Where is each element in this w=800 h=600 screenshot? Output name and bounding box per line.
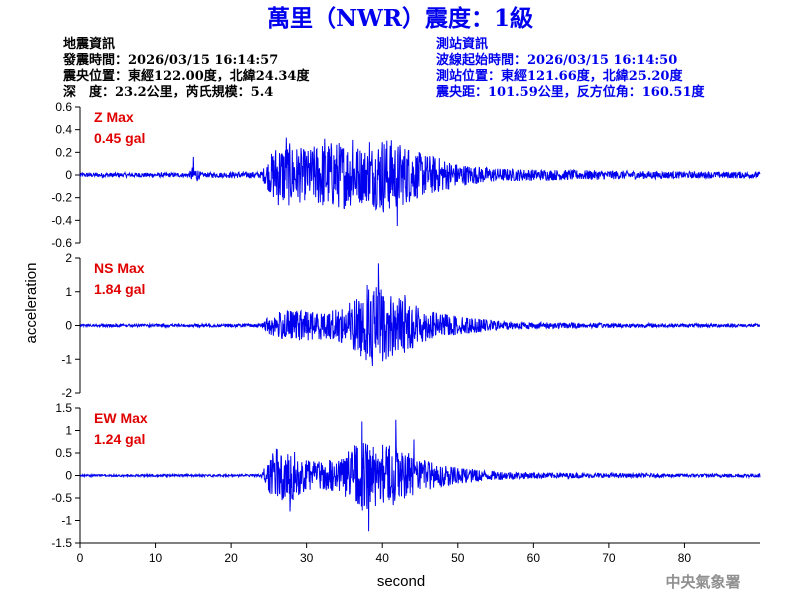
panel-max-value: 1.24 gal: [94, 431, 145, 447]
credit-watermark: 中央氣象署: [665, 573, 740, 591]
y-tick-label: -0.5: [51, 491, 72, 505]
panel-z: 0.6 0.4 0.2 0 -0.2 -0.4 -0.6 Z Max 0.45 gal: [51, 100, 761, 250]
panel-ew: 1.5 1 0.5 0 -0.5 -1 -1.5 EW Max 1.24 gal: [51, 401, 761, 550]
y-tick-label: 2: [65, 251, 72, 265]
panel-max-label: EW Max: [94, 410, 148, 426]
panel-max-label: Z Max: [94, 109, 134, 125]
y-axis-title: acceleration: [23, 263, 40, 344]
waveform-panels: 0.6 0.4 0.2 0 -0.2 -0.4 -0.6 Z Max 0.45 gal 2 1 0 -1…: [51, 100, 761, 550]
y-tick-label: -0.2: [51, 191, 72, 205]
info-right-line-0: 測站資訊: [436, 36, 488, 52]
waveform-trace-ew: [79, 419, 761, 532]
y-tick-label: 0.2: [55, 145, 72, 159]
x-tick-label: 20: [224, 551, 238, 565]
x-tick-label: 0: [77, 551, 84, 565]
info-right-line-3: 震央距：101.59公里，反方位角：160.51度: [435, 84, 706, 100]
y-tick-label: -1: [61, 352, 72, 366]
y-tick-label: 1: [65, 424, 72, 438]
x-tick-label: 10: [149, 551, 163, 565]
info-left-line-2: 震央位置：東經122.00度，北緯24.34度: [62, 68, 310, 84]
chart-title: 萬里（NWR）震度：1級: [267, 5, 533, 32]
y-tick-label: -1.5: [51, 536, 72, 550]
panel-ns: 2 1 0 -1 -2 NS Max 1.84 gal: [61, 251, 761, 400]
y-tick-label: -0.6: [51, 236, 72, 250]
y-tick-label: 1: [65, 285, 72, 299]
y-tick-label: 0: [65, 469, 72, 483]
y-tick-label: -1: [61, 514, 72, 528]
panel-max-value: 0.45 gal: [94, 130, 145, 146]
y-tick-label: -0.4: [51, 213, 72, 227]
info-right-line-2: 測站位置：東經121.66度，北緯25.20度: [436, 68, 683, 84]
y-tick-label: 0.5: [55, 446, 72, 460]
info-left-line-1: 發震時間：2026/03/15 16:14:57: [62, 52, 278, 68]
info-left-line-0: 地震資訊: [63, 36, 115, 52]
y-tick-label: 0.4: [55, 123, 72, 137]
waveform-trace-ns: [79, 263, 761, 367]
y-tick-label: -2: [61, 386, 72, 400]
y-tick-label: 0.6: [55, 100, 72, 114]
info-left-line-3: 深 度：23.2公里，芮氏規模：5.4: [63, 84, 273, 100]
x-axis: 0 10 20 30 40 50 60 70 80: [77, 542, 760, 565]
info-right-line-1: 波線起始時間：2026/03/15 16:14:50: [436, 52, 677, 68]
earthquake-info: 地震資訊 發震時間：2026/03/15 16:14:57 震央位置：東經122…: [62, 36, 310, 100]
y-tick-label: 0: [65, 168, 72, 182]
x-tick-label: 50: [451, 551, 465, 565]
x-tick-label: 70: [602, 551, 616, 565]
waveform-trace-z: [79, 137, 761, 227]
y-tick-label: 1.5: [55, 401, 72, 415]
x-tick-label: 60: [527, 551, 541, 565]
y-tick-label: 0: [65, 319, 72, 333]
x-tick-label: 40: [376, 551, 390, 565]
station-info: 測站資訊 波線起始時間：2026/03/15 16:14:50 測站位置：東經1…: [435, 36, 706, 100]
x-tick-label: 80: [678, 551, 692, 565]
x-axis-title: second: [377, 573, 425, 590]
panel-max-value: 1.84 gal: [94, 281, 145, 297]
x-tick-label: 30: [300, 551, 314, 565]
panel-max-label: NS Max: [94, 260, 145, 276]
